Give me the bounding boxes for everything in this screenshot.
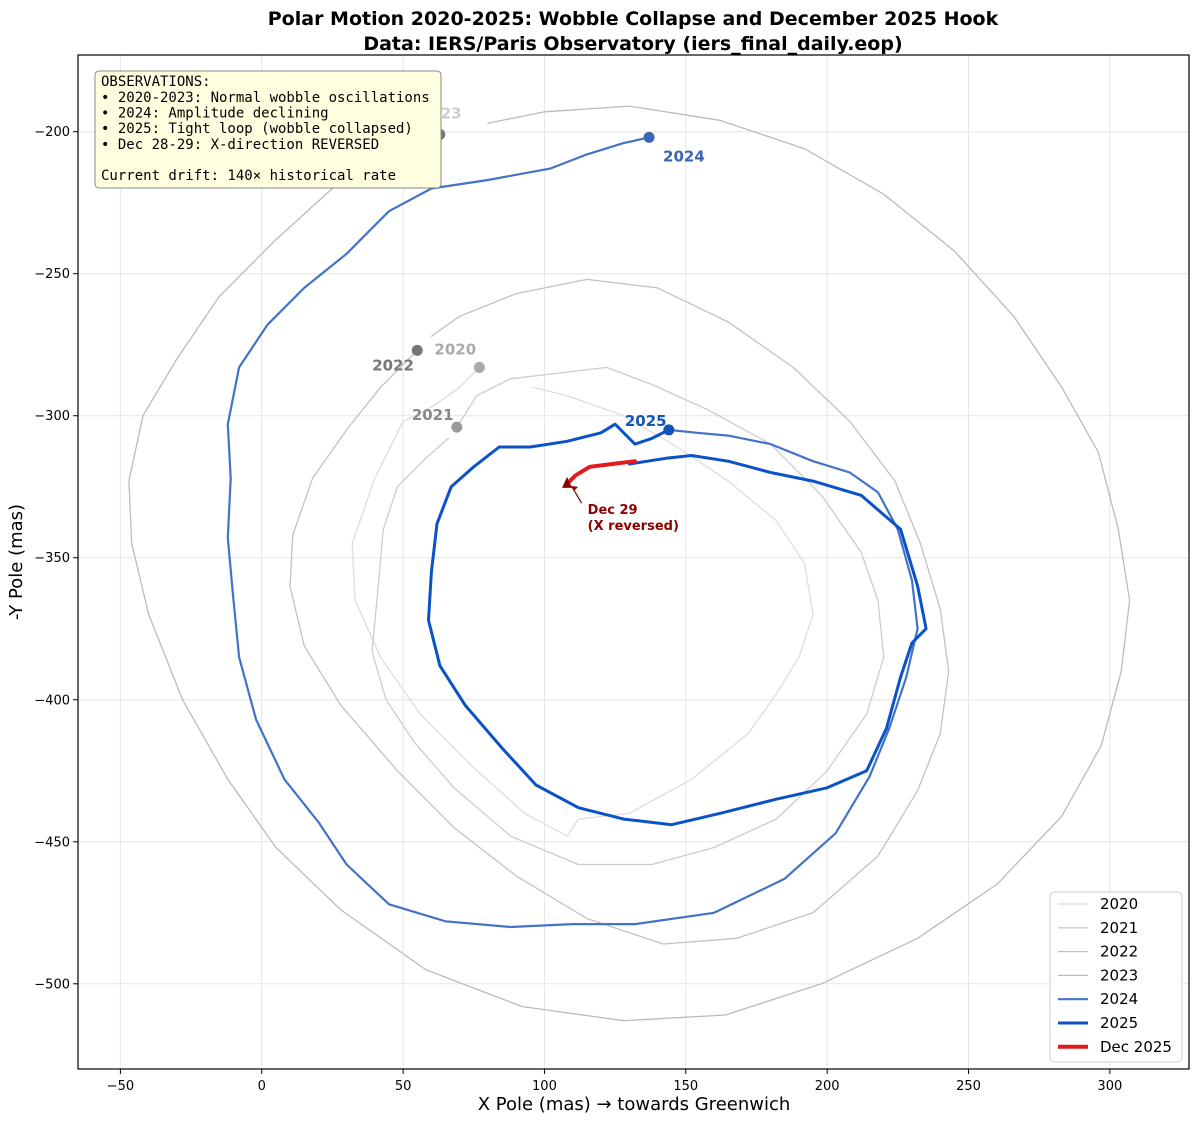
- x-axis-label: X Pole (mas) → towards Greenwich: [478, 1094, 791, 1115]
- y-tick-label: −200: [34, 125, 70, 140]
- legend-entry-label: 2022: [1100, 943, 1138, 961]
- start-marker-2025: [663, 424, 675, 436]
- year-label-2020: 2020: [434, 340, 476, 358]
- x-tick-label: 50: [395, 1079, 412, 1094]
- observations-box: OBSERVATIONS: • 2020-2023: Normal wobble…: [94, 70, 442, 189]
- annotations: Dec 29(X reversed): [562, 476, 679, 534]
- year-label-2025: 2025: [625, 412, 667, 430]
- legend-entry-label: 2025: [1100, 1014, 1138, 1032]
- start-marker-2022: [411, 344, 423, 356]
- annotation-arrowhead: [571, 485, 579, 491]
- legend: 2020 2021 2022 2023 2024 2025 Dec 2025: [1049, 891, 1183, 1063]
- observations-box-background: [94, 70, 442, 189]
- observation-line: • 2025: Tight loop (wobble collapsed): [101, 121, 413, 137]
- legend-entry-label: 2024: [1100, 990, 1138, 1008]
- series-line-2020: [351, 366, 814, 837]
- x-tick-label: 300: [1097, 1079, 1122, 1094]
- y-tick-label: −300: [34, 409, 70, 424]
- annotation-text: (X reversed): [588, 519, 679, 534]
- year-label-2022: 2022: [372, 356, 414, 374]
- observation-line: Current drift: 140× historical rate: [101, 168, 396, 184]
- series-lines: [128, 105, 1131, 1022]
- x-tick-label: 0: [258, 1079, 266, 1094]
- start-marker-2024: [643, 131, 655, 143]
- series-line-2023: [128, 105, 1131, 1022]
- start-marker-2020: [473, 361, 485, 373]
- observations-title: OBSERVATIONS:: [101, 74, 211, 90]
- y-tick-label: −400: [34, 693, 70, 708]
- y-tick-label: −250: [34, 267, 70, 282]
- annotation-text: Dec 29: [588, 503, 638, 518]
- legend-entry-label: Dec 2025: [1100, 1038, 1172, 1056]
- series-line-2025: [427, 422, 928, 827]
- observation-line: • 2024: Amplitude declining: [101, 106, 329, 122]
- chart-title: Polar Motion 2020-2025: Wobble Collapse …: [268, 8, 999, 30]
- x-tick-label: −50: [107, 1079, 134, 1094]
- legend-entry-label: 2020: [1100, 895, 1138, 913]
- axis-ticks: −50 0 50 100 150 200 250 300−200−250−300−350−40…: [34, 125, 1122, 1094]
- start-marker-2021: [451, 421, 463, 433]
- legend-entry-label: 2021: [1100, 919, 1138, 937]
- chart-subtitle: Data: IERS/Paris Observatory (iers_final…: [363, 33, 902, 55]
- year-label-2024: 2024: [663, 147, 705, 165]
- x-tick-label: 250: [956, 1079, 981, 1094]
- y-tick-label: −500: [34, 977, 70, 992]
- legend-entry-label: 2023: [1100, 966, 1138, 984]
- x-tick-label: 100: [532, 1079, 557, 1094]
- series-line-dec-2025: [565, 459, 637, 486]
- y-tick-label: −450: [34, 835, 70, 850]
- x-tick-label: 150: [673, 1079, 698, 1094]
- x-tick-label: 200: [815, 1079, 840, 1094]
- series-line-2022: [289, 278, 950, 945]
- y-tick-label: −350: [34, 551, 70, 566]
- series-line-2024: [226, 136, 919, 929]
- plot-frame: [77, 54, 1190, 1070]
- year-label-2021: 2021: [412, 406, 454, 424]
- observation-line: • Dec 28-29: X-direction REVERSED: [101, 137, 379, 153]
- dec-end-marker: [562, 476, 573, 488]
- observation-line: • 2020-2023: Normal wobble oscillations: [101, 90, 430, 106]
- legend-box: [1049, 891, 1183, 1063]
- y-axis-label: -Y Pole (mas): [6, 504, 27, 620]
